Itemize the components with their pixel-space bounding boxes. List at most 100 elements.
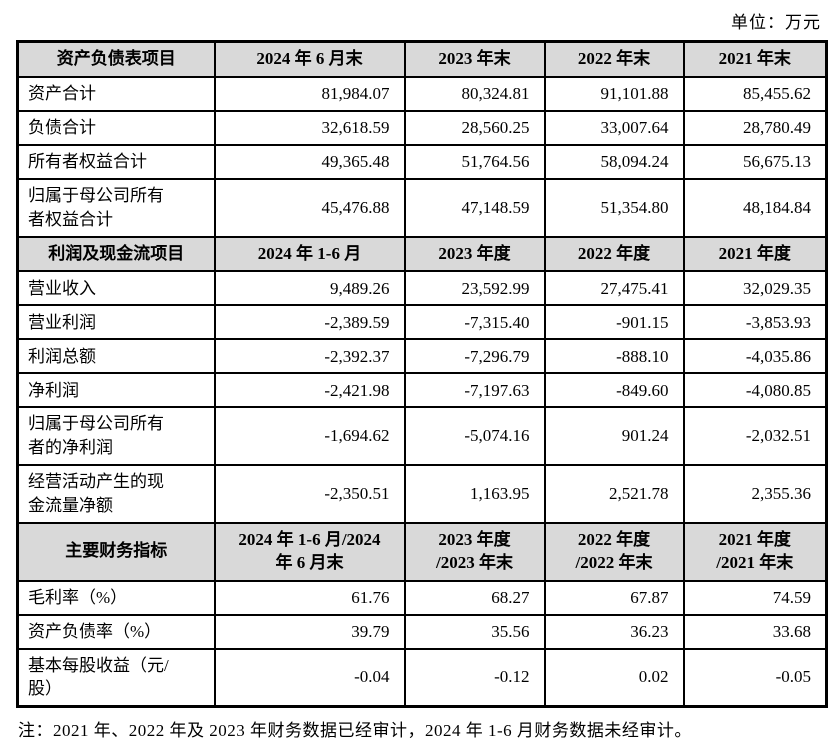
section-header-row: 利润及现金流项目 2024 年 1-6 月 2023 年度 2022 年度 2021 年… — [16, 235, 828, 273]
row-value: 67.87 — [543, 579, 685, 616]
row-value: -1,694.62 — [213, 406, 406, 467]
column-header: 2022 年度 /2022 年末 — [543, 521, 685, 582]
row-value: 74.59 — [682, 579, 828, 616]
column-header: 2023 年末 — [403, 40, 546, 78]
table-row: 利润总额 -2,392.37 -7,296.79 -888.10 -4,035.86 — [16, 338, 828, 375]
row-label: 所有者权益合计 — [16, 143, 216, 180]
row-label: 营业收入 — [16, 270, 216, 307]
row-value: 47,148.59 — [403, 177, 546, 238]
table-row: 资产负债率（%） 39.79 35.56 36.23 33.68 — [16, 613, 828, 650]
row-value: 32,029.35 — [682, 270, 828, 307]
row-label: 归属于母公司所有 者的净利润 — [16, 406, 216, 467]
table-row: 经营活动产生的现 金流量净额 -2,350.51 1,163.95 2,521.78 2… — [16, 464, 828, 524]
section-header-row: 主要财务指标 2024 年 1-6 月/2024 年 6 月末 2023 年度 /2… — [16, 521, 828, 582]
row-value: -0.05 — [682, 647, 828, 708]
row-label: 净利润 — [16, 372, 216, 409]
column-header: 2023 年度 — [403, 235, 546, 273]
unit-label: 单位：万元 — [731, 13, 821, 32]
row-value: 901.24 — [543, 406, 685, 467]
row-value: 61.76 — [213, 579, 406, 616]
row-value: 56,675.13 — [682, 143, 828, 180]
row-value: 9,489.26 — [213, 270, 406, 307]
row-value: 28,560.25 — [403, 109, 546, 146]
row-value: -0.04 — [213, 647, 406, 708]
row-value: 51,764.56 — [403, 143, 546, 180]
row-value: -849.60 — [543, 372, 685, 409]
row-value: -901.15 — [543, 304, 685, 341]
row-value: 80,324.81 — [403, 75, 546, 112]
footnote: 注：2021 年、2022 年及 2023 年财务数据已经审计，2024 年 1… — [18, 721, 692, 741]
row-value: -4,080.85 — [682, 372, 828, 409]
table-row: 毛利率（%） 61.76 68.27 67.87 74.59 — [16, 579, 828, 616]
table-row: 营业收入 9,489.26 23,592.99 27,475.41 32,029.35 — [16, 270, 828, 307]
row-value: 28,780.49 — [682, 109, 828, 146]
row-value: 0.02 — [543, 647, 685, 708]
row-value: -888.10 — [543, 338, 685, 375]
row-value: 85,455.62 — [682, 75, 828, 112]
row-label: 毛利率（%） — [16, 579, 216, 616]
row-label: 负债合计 — [16, 109, 216, 146]
section-title: 利润及现金流项目 — [16, 235, 216, 273]
column-header: 2021 年末 — [682, 40, 828, 78]
row-value: -5,074.16 — [403, 406, 546, 467]
section-header-row: 资产负债表项目 2024 年 6 月末 2023 年末 2022 年末 2021 年末 — [16, 40, 828, 78]
row-label: 营业利润 — [16, 304, 216, 341]
table-row: 资产合计 81,984.07 80,324.81 91,101.88 85,455.62 — [16, 75, 828, 112]
section-title: 资产负债表项目 — [16, 40, 216, 78]
row-value: 2,355.36 — [682, 464, 828, 524]
row-value: 48,184.84 — [682, 177, 828, 238]
row-value: -3,853.93 — [682, 304, 828, 341]
row-value: 91,101.88 — [543, 75, 685, 112]
row-value: 49,365.48 — [213, 143, 406, 180]
row-value: 23,592.99 — [403, 270, 546, 307]
column-header: 2022 年度 — [543, 235, 685, 273]
row-value: 35.56 — [403, 613, 546, 650]
financial-table: 资产负债表项目 2024 年 6 月末 2023 年末 2022 年末 2021 年末资… — [16, 40, 828, 709]
column-header: 2022 年末 — [543, 40, 685, 78]
row-value: 81,984.07 — [213, 75, 406, 112]
column-header: 2024 年 1-6 月 — [213, 235, 406, 273]
row-value: -4,035.86 — [682, 338, 828, 375]
row-value: -2,032.51 — [682, 406, 828, 467]
row-value: 2,521.78 — [543, 464, 685, 524]
row-value: -2,421.98 — [213, 372, 406, 409]
row-value: 27,475.41 — [543, 270, 685, 307]
row-label: 资产合计 — [16, 75, 216, 112]
column-header: 2024 年 6 月末 — [213, 40, 406, 78]
row-value: -2,350.51 — [213, 464, 406, 524]
row-value: -7,296.79 — [403, 338, 546, 375]
row-value: 36.23 — [543, 613, 685, 650]
row-label: 经营活动产生的现 金流量净额 — [16, 464, 216, 524]
row-label: 利润总额 — [16, 338, 216, 375]
row-value: 39.79 — [213, 613, 406, 650]
financial-table-body: 资产负债表项目 2024 年 6 月末 2023 年末 2022 年末 2021 年末资… — [16, 40, 828, 708]
row-label: 归属于母公司所有 者权益合计 — [16, 177, 216, 238]
table-row: 营业利润 -2,389.59 -7,315.40 -901.15 -3,853.93 — [16, 304, 828, 341]
table-row: 负债合计 32,618.59 28,560.25 33,007.64 28,780.49 — [16, 109, 828, 146]
table-row: 所有者权益合计 49,365.48 51,764.56 58,094.24 56,675… — [16, 143, 828, 180]
row-value: 33.68 — [682, 613, 828, 650]
column-header: 2023 年度 /2023 年末 — [403, 521, 546, 582]
row-value: 58,094.24 — [543, 143, 685, 180]
row-label: 基本每股收益（元/ 股） — [16, 647, 216, 708]
column-header: 2021 年度 — [682, 235, 828, 273]
table-row: 基本每股收益（元/ 股） -0.04 -0.12 0.02 -0.05 — [16, 647, 828, 708]
table-row: 归属于母公司所有 者权益合计 45,476.88 47,148.59 51,354.8… — [16, 177, 828, 238]
row-value: -0.12 — [403, 647, 546, 708]
row-value: 68.27 — [403, 579, 546, 616]
row-value: 51,354.80 — [543, 177, 685, 238]
row-value: 33,007.64 — [543, 109, 685, 146]
section-title: 主要财务指标 — [16, 521, 216, 582]
row-label: 资产负债率（%） — [16, 613, 216, 650]
row-value: 32,618.59 — [213, 109, 406, 146]
table-row: 归属于母公司所有 者的净利润 -1,694.62 -5,074.16 901.24 -2… — [16, 406, 828, 467]
row-value: -2,389.59 — [213, 304, 406, 341]
table-row: 净利润 -2,421.98 -7,197.63 -849.60 -4,080.85 — [16, 372, 828, 409]
row-value: -2,392.37 — [213, 338, 406, 375]
row-value: -7,197.63 — [403, 372, 546, 409]
column-header: 2024 年 1-6 月/2024 年 6 月末 — [213, 521, 406, 582]
row-value: -7,315.40 — [403, 304, 546, 341]
row-value: 1,163.95 — [403, 464, 546, 524]
row-value: 45,476.88 — [213, 177, 406, 238]
